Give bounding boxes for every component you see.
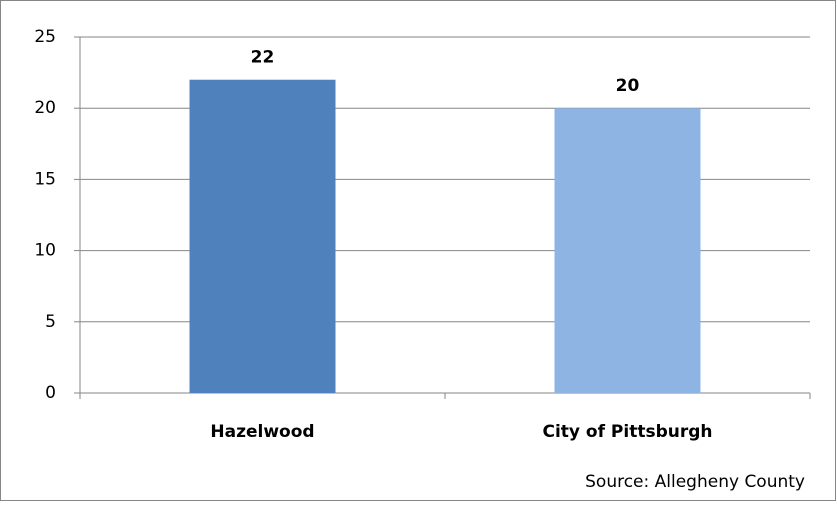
x-tick-label: Hazelwood <box>210 422 314 442</box>
data-label: 22 <box>251 48 275 68</box>
bar <box>554 108 701 393</box>
y-tick-label: 15 <box>34 169 56 189</box>
x-tick-label: City of Pittsburgh <box>542 422 712 442</box>
y-tick-label: 20 <box>34 98 56 118</box>
source-note: Source: Allegheny County <box>585 472 805 492</box>
y-tick-label: 0 <box>45 383 56 403</box>
data-label: 20 <box>616 76 640 96</box>
y-tick-label: 5 <box>45 312 56 332</box>
y-tick-label: 10 <box>34 241 56 261</box>
bar <box>189 79 336 393</box>
y-tick-label: 25 <box>34 27 56 47</box>
